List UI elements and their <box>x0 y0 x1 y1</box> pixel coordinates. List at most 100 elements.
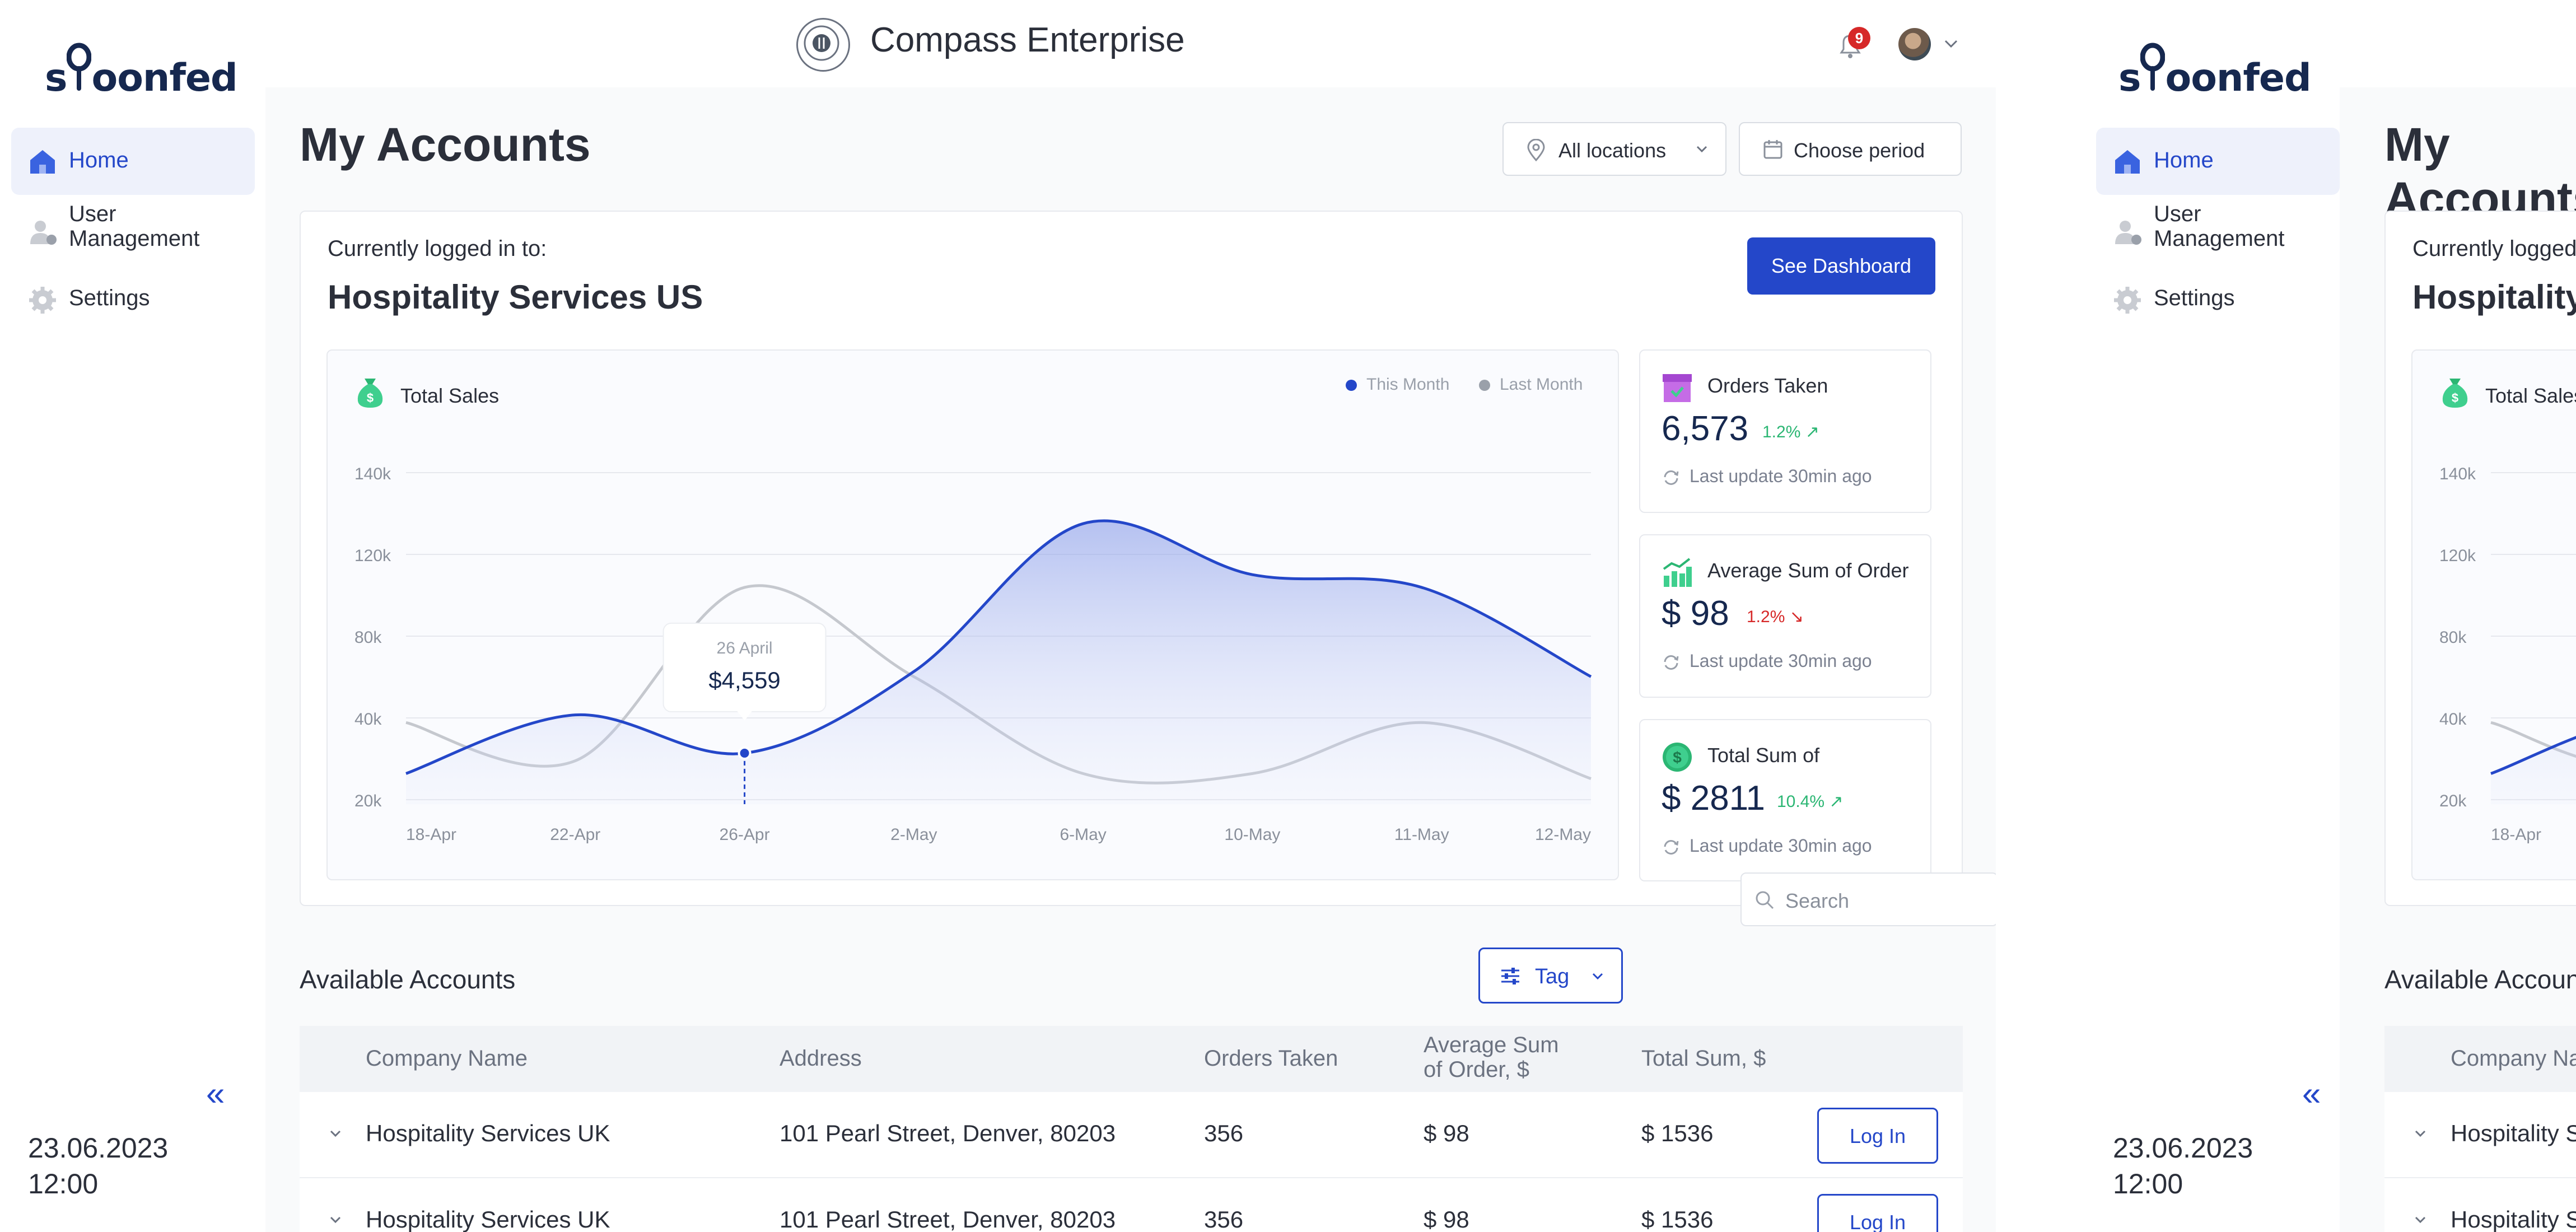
stat-delta: 10.4% ↗ <box>1777 792 1844 811</box>
legend-this-month[interactable]: This Month <box>1366 375 1450 394</box>
gear-icon <box>2113 286 2142 315</box>
cell-average: $ 98 <box>1424 1120 1469 1146</box>
table-row[interactable]: Hospitality Services UK 101 Pearl Street… <box>300 1092 1963 1178</box>
sidebar-item-settings[interactable]: Settings <box>11 280 255 319</box>
chevron-down-icon[interactable] <box>2408 1121 2433 1146</box>
cell-address: 101 Pearl Street, Denver, 80203 <box>780 1120 1116 1146</box>
table-row[interactable]: Hospitality Services UK <box>2384 1092 2576 1178</box>
trend-down-icon: ↘ <box>1789 608 1804 626</box>
users-icon <box>28 217 57 246</box>
stat-last-update: Last update 30min ago <box>1690 466 1872 486</box>
stat-card-total-sum: $ Total Sum of $ 2811 10.4% ↗ Last updat… <box>1639 719 1931 881</box>
column-header-total[interactable]: Total Sum, $ <box>1641 1046 1766 1071</box>
y-tick-label: 20k <box>2439 792 2467 810</box>
stat-title: Average Sum of Order <box>1707 559 1909 582</box>
collapse-sidebar-icon[interactable]: « <box>206 1075 225 1112</box>
column-header-company[interactable]: Company Name <box>2451 1046 2576 1071</box>
refresh-icon <box>1662 839 1681 858</box>
login-button[interactable]: Log In <box>1817 1108 1938 1164</box>
x-tick-label: 18-Apr <box>2491 825 2541 844</box>
total-sales-chart-card: $ Total Sales This Month Last Month 140k… <box>326 349 1619 880</box>
series-area-this-month <box>2491 737 2576 804</box>
x-tick-label: 12-May <box>1535 825 1591 844</box>
legend-last-month[interactable]: Last Month <box>1500 375 1583 394</box>
chevron-down-icon[interactable] <box>323 1121 348 1146</box>
brand-title: Compass Enterprise <box>870 21 1185 59</box>
current-time: 12:00 <box>28 1168 99 1200</box>
main-window: s oonfed Home User Management Settings « … <box>0 0 1996 1232</box>
sidebar-item-label: Home <box>69 148 129 172</box>
trend-up-icon: ↗ <box>1829 792 1844 811</box>
logged-in-label: Currently logged in to: <box>2412 236 2576 261</box>
choose-period-button[interactable]: Choose period <box>1739 122 1962 176</box>
highlight-point <box>738 746 752 760</box>
y-tick-label: 120k <box>354 547 391 565</box>
compass-logo-icon <box>796 18 850 72</box>
stat-value: 6,573 <box>1662 409 1749 448</box>
spoonfed-logo[interactable]: s oonfed <box>45 29 238 100</box>
accounts-table-header: Company Name <box>2384 1026 2576 1092</box>
search-icon <box>1754 889 1775 913</box>
sidebar-item-home[interactable]: Home <box>2096 128 2340 195</box>
refresh-icon <box>1662 469 1681 489</box>
chevron-down-icon[interactable] <box>2408 1207 2433 1232</box>
tooltip-date: 26 April <box>717 639 773 657</box>
avatar[interactable] <box>1898 28 1931 60</box>
location-pin-icon <box>1526 138 1546 166</box>
home-icon <box>28 147 57 176</box>
sidebar-item-user-management[interactable]: User Management <box>11 202 255 258</box>
search-placeholder: Search <box>1785 889 1850 912</box>
sidebar-item-user-management[interactable]: User Management <box>2096 202 2340 258</box>
stat-delta: 1.2% ↘ <box>1747 608 1804 626</box>
chart-tooltip: 26 April $4,559 <box>662 622 827 721</box>
x-tick-label: 11-May <box>1394 825 1449 844</box>
top-bar: Compass Enterprise 9 <box>265 0 1996 87</box>
page-title: My Accounts <box>2384 118 2576 225</box>
duplicate-window: s oonfed Home User Management Settings « … <box>2085 0 2576 1232</box>
spoonfed-logo[interactable]: s oonfed <box>2118 29 2312 100</box>
refresh-icon <box>1662 654 1681 674</box>
bar-chart-icon <box>1662 557 1693 591</box>
cell-address: 101 Pearl Street, Denver, 80203 <box>780 1206 1116 1232</box>
chevron-down-icon <box>1692 139 1712 164</box>
money-bag-icon: $ <box>354 376 386 412</box>
sidebar-item-home[interactable]: Home <box>11 128 255 195</box>
stat-value: $ 98 <box>1662 594 1729 633</box>
table-row[interactable]: Hospitality Services UK 101 Pearl Street… <box>300 1178 1963 1232</box>
column-header-orders[interactable]: Orders Taken <box>1204 1046 1338 1071</box>
page-title: My Accounts <box>300 118 591 171</box>
series-area-this-month <box>406 520 1591 804</box>
search-input[interactable]: Search <box>1740 872 1996 926</box>
trend-up-icon: ↗ <box>1805 423 1819 441</box>
x-tick-label: 6-May <box>1060 825 1106 844</box>
column-header-average[interactable]: Average Sum of Order, $ <box>1424 1033 1559 1082</box>
column-header-address[interactable]: Address <box>780 1046 862 1071</box>
spoon-icon <box>2140 29 2166 100</box>
sidebar: s oonfed Home User Management Settings « … <box>2085 0 2340 1232</box>
chart-title: Total Sales <box>400 384 500 407</box>
sales-area-chart[interactable]: 140k120k80k40k20k18-Apr22-Apr26-Apr2-May… <box>2412 351 2576 879</box>
sidebar: s oonfed Home User Management Settings « … <box>0 0 265 1232</box>
sidebar-item-label: Settings <box>69 286 150 310</box>
sidebar-item-label: Settings <box>2154 286 2235 310</box>
stat-delta: 1.2% ↗ <box>1762 423 1819 441</box>
tag-filter-button[interactable]: Tag <box>1478 948 1623 1004</box>
location-filter-button[interactable]: All locations <box>1502 122 1726 176</box>
table-row[interactable]: Hospitality Services UK <box>2384 1178 2576 1232</box>
chevron-down-icon[interactable] <box>1940 32 1962 55</box>
choose-period-label: Choose period <box>1794 139 1925 162</box>
available-accounts-title: Available Accounts <box>300 965 516 994</box>
cell-company: Hospitality Services UK <box>366 1206 610 1232</box>
svg-text:$: $ <box>367 391 374 405</box>
legend-dot-this-month <box>1346 380 1357 391</box>
collapse-sidebar-icon[interactable]: « <box>2302 1075 2321 1112</box>
accounts-table-header: Company Name Address Orders Taken Averag… <box>300 1026 1963 1092</box>
x-tick-label: 18-Apr <box>406 825 456 844</box>
chevron-down-icon[interactable] <box>323 1207 348 1232</box>
column-header-company[interactable]: Company Name <box>366 1046 528 1071</box>
dollar-icon: $ <box>1662 741 1693 776</box>
see-dashboard-button[interactable]: See Dashboard <box>1747 237 1935 295</box>
login-button[interactable]: Log In <box>1817 1194 1938 1232</box>
sidebar-item-settings[interactable]: Settings <box>2096 280 2340 319</box>
